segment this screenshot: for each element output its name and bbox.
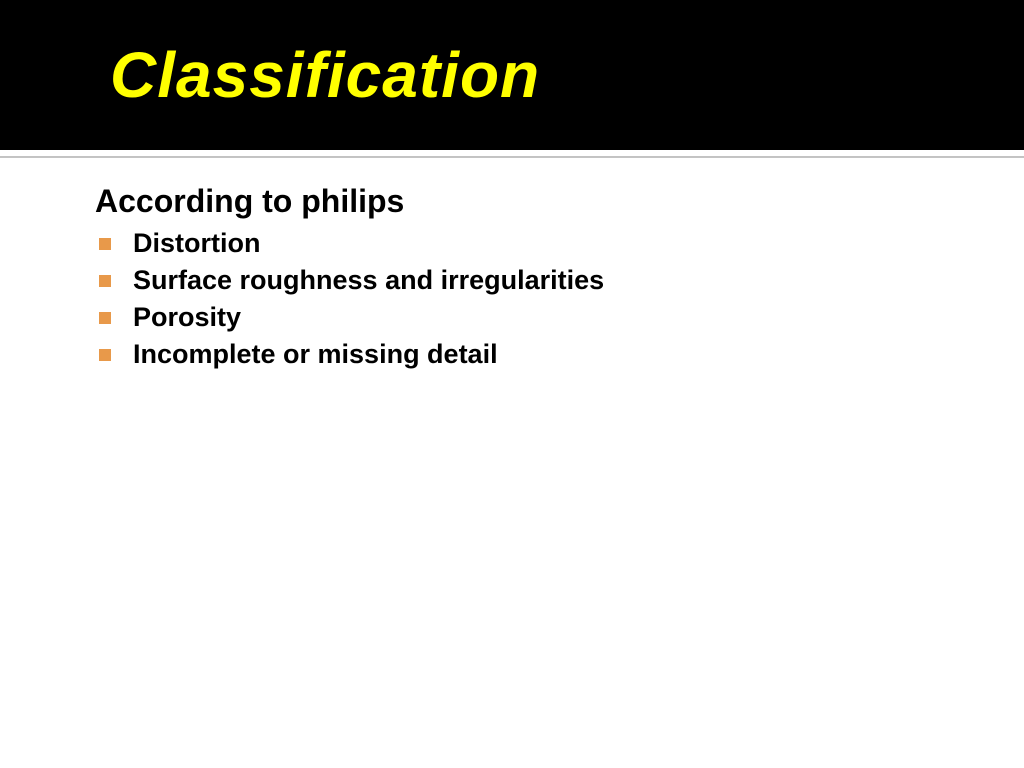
slide-title: Classification	[110, 38, 540, 112]
bullet-marker-icon	[99, 238, 111, 250]
slide-header: Classification	[0, 0, 1024, 150]
bullet-text: Distortion	[133, 228, 261, 259]
bullet-text: Surface roughness and irregularities	[133, 265, 604, 296]
list-item: Distortion	[99, 228, 1024, 259]
list-item: Porosity	[99, 302, 1024, 333]
slide-content: According to philips Distortion Surface …	[0, 158, 1024, 370]
bullet-marker-icon	[99, 349, 111, 361]
list-item: Incomplete or missing detail	[99, 339, 1024, 370]
bullet-text: Incomplete or missing detail	[133, 339, 498, 370]
bullet-marker-icon	[99, 312, 111, 324]
list-item: Surface roughness and irregularities	[99, 265, 1024, 296]
content-subtitle: According to philips	[95, 183, 1024, 220]
bullet-text: Porosity	[133, 302, 241, 333]
bullet-list: Distortion Surface roughness and irregul…	[95, 228, 1024, 370]
bullet-marker-icon	[99, 275, 111, 287]
